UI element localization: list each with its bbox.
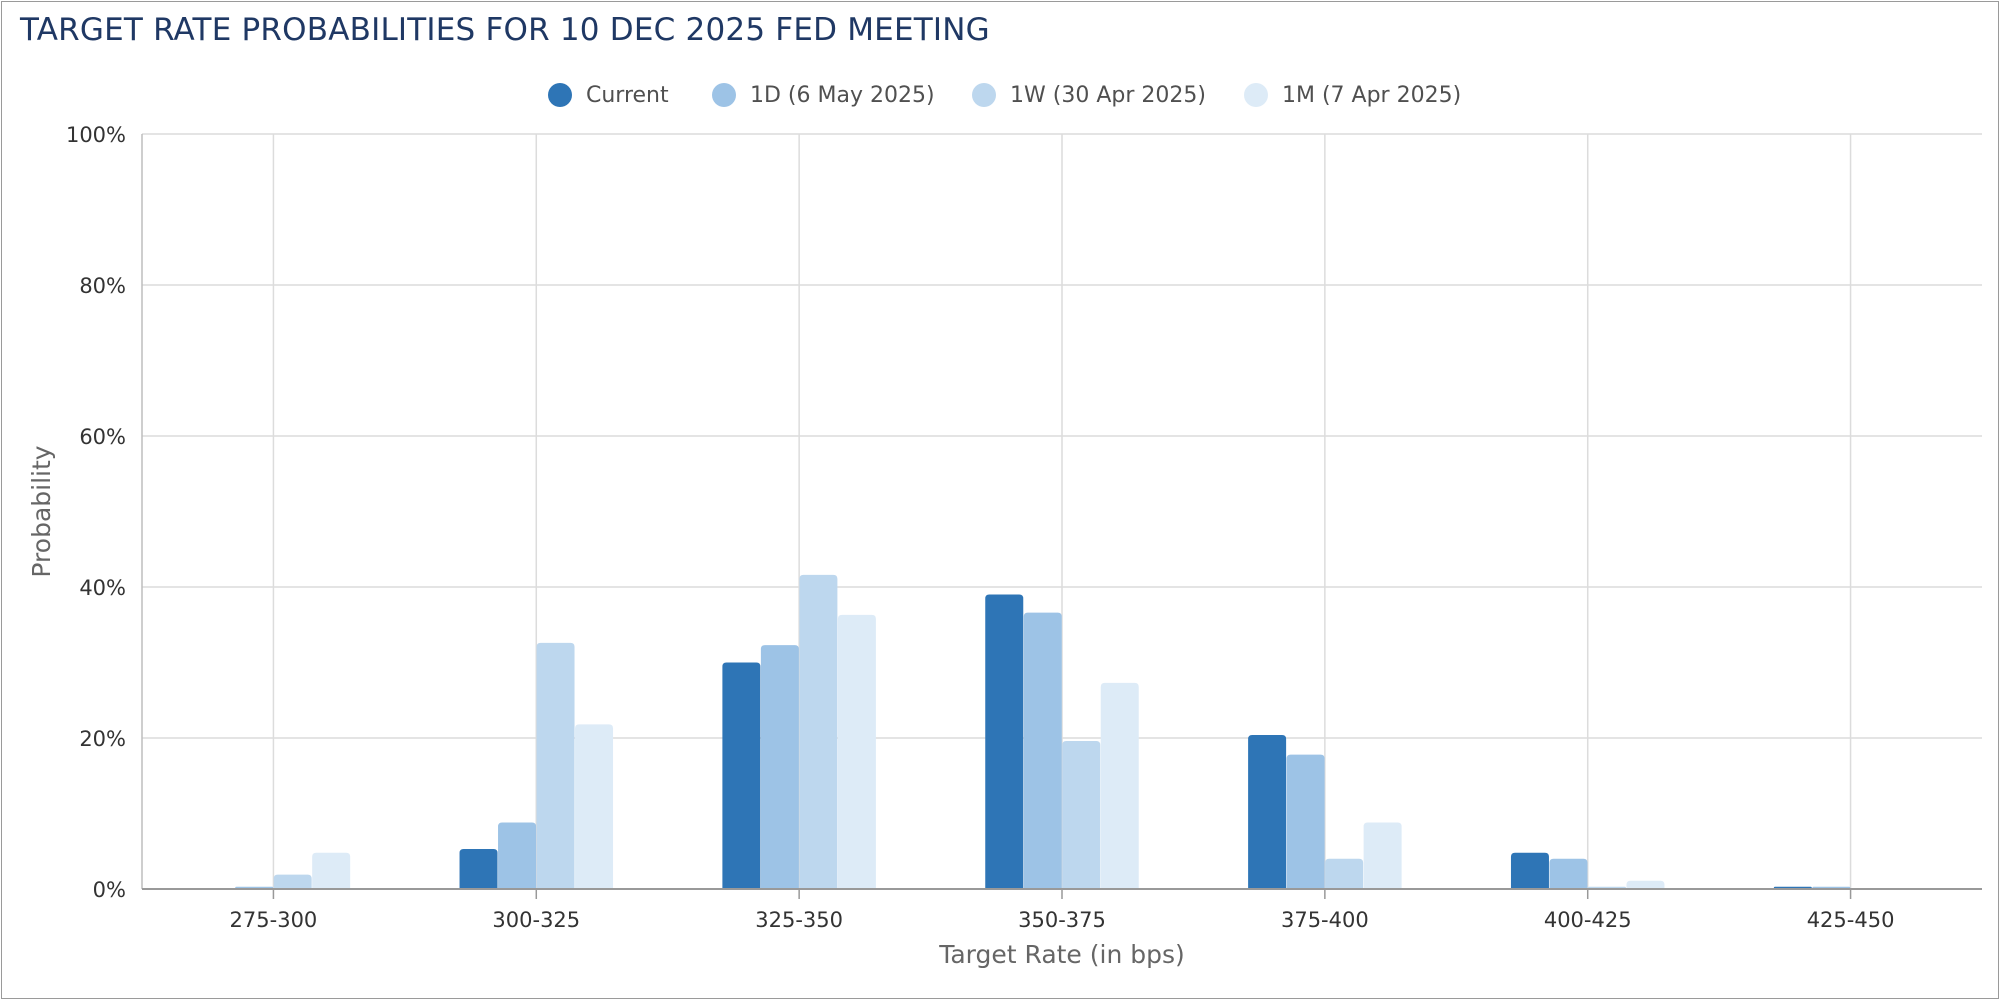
bar[interactable]: [273, 874, 312, 889]
x-tick-label: 300-325: [492, 908, 580, 932]
bar[interactable]: [312, 852, 351, 889]
x-axis-title: Target Rate (in bps): [938, 940, 1185, 969]
bar[interactable]: [459, 848, 498, 889]
bar[interactable]: [1549, 858, 1588, 889]
bar[interactable]: [575, 724, 614, 889]
legend-item[interactable]: 1M (7 Apr 2025): [1244, 78, 1461, 112]
legend-label: 1M (7 Apr 2025): [1282, 82, 1462, 108]
legend-item[interactable]: 1W (30 Apr 2025): [972, 78, 1206, 112]
bars: [235, 574, 1851, 890]
bar[interactable]: [536, 642, 575, 889]
y-tick-label: 20%: [79, 727, 126, 751]
legend-item[interactable]: Current: [548, 78, 669, 112]
tick-labels: 0% 20% 40% 60% 80% 100% 275-300 300-325 325-350 3…: [66, 123, 1894, 932]
legend-label: 1W (30 Apr 2025): [1010, 82, 1206, 108]
y-tick-label: 60%: [79, 425, 126, 449]
bar[interactable]: [722, 662, 761, 890]
x-tick-label: 425-450: [1807, 908, 1895, 932]
y-tick-label: 80%: [79, 274, 126, 298]
axes: [141, 134, 1982, 899]
bar[interactable]: [1286, 754, 1325, 889]
chart-title: TARGET RATE PROBABILITIES FOR 10 DEC 202…: [20, 12, 990, 48]
bar[interactable]: [837, 614, 876, 889]
x-tick-label: 375-400: [1281, 908, 1369, 932]
legend-item[interactable]: 1D (6 May 2025): [712, 78, 935, 112]
bar[interactable]: [1023, 612, 1062, 889]
bar[interactable]: [1100, 682, 1139, 889]
legend-swatch-icon: [972, 83, 996, 107]
y-axis-title: Probability: [27, 445, 56, 577]
y-tick-label: 100%: [66, 123, 126, 147]
bar[interactable]: [1510, 852, 1549, 889]
bar[interactable]: [498, 822, 537, 889]
legend-swatch-icon: [1244, 83, 1268, 107]
x-tick-label: 350-375: [1018, 908, 1106, 932]
legend-swatch-icon: [548, 83, 572, 107]
bar[interactable]: [985, 594, 1024, 889]
x-tick-label: 400-425: [1544, 908, 1632, 932]
chart-legend: Current 1D (6 May 2025) 1W (30 Apr 2025) 1M…: [0, 78, 2000, 112]
legend-label: Current: [586, 82, 669, 108]
legend-swatch-icon: [712, 83, 736, 107]
x-tick-label: 325-350: [755, 908, 843, 932]
y-tick-label: 40%: [79, 576, 126, 600]
bar[interactable]: [1325, 858, 1364, 889]
bar[interactable]: [760, 645, 799, 889]
y-tick-label: 0%: [93, 878, 126, 902]
bar[interactable]: [799, 574, 838, 889]
bar[interactable]: [1363, 822, 1402, 889]
legend-label: 1D (6 May 2025): [750, 82, 935, 108]
x-tick-label: 275-300: [230, 908, 318, 932]
grid-lines: [142, 133, 1982, 890]
bar[interactable]: [1248, 734, 1287, 889]
bar[interactable]: [1626, 880, 1665, 889]
bar[interactable]: [1062, 741, 1101, 889]
